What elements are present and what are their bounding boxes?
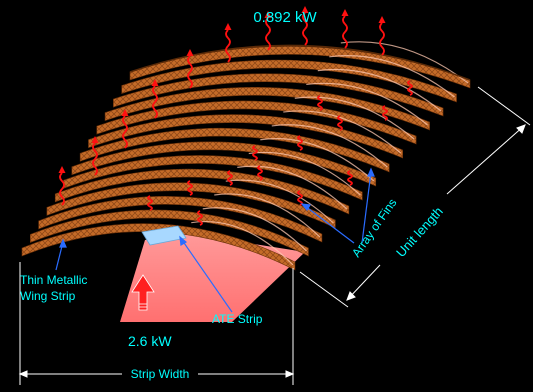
fins-pointer-2 [304,205,355,244]
heat-flux-arrow [227,170,233,186]
heat-flux-arrow [147,195,153,211]
wing-strip-label-line2: Wing Strip [20,289,76,303]
heat-flux-arrowhead [91,136,99,143]
fin-highlight [237,165,348,210]
fin-band [88,114,403,159]
fin-highlight [191,221,294,266]
strip-width-label: Strip Width [131,367,190,381]
heat-flux-arrow [265,17,271,51]
fin-highlight [294,96,415,140]
fin-highlight [225,179,334,224]
wing-strip-pointer-head [59,238,67,248]
dimension-lines [18,86,531,385]
heat-input-label: 2.6 kW [128,333,172,349]
heat-flux-arrowhead [264,11,272,18]
pointer-lines [55,167,375,313]
heat-flux-arrowhead [151,79,159,86]
heat-output-label: 0.892 kW [253,9,317,26]
fins-pointer-1 [361,171,372,244]
fin-band [129,46,471,89]
unit-length-upper-tick [477,86,531,126]
heat-flux-arrowhead [58,166,66,173]
unit-length-line-upper [446,124,526,195]
fin-highlight [329,55,455,98]
fin-band [46,182,336,229]
heat-flux-arrow [187,180,193,196]
fin-band [96,100,417,145]
heat-flux-arrow [297,190,303,206]
heat-flux-arrow [152,85,158,119]
fin-band [30,209,309,257]
fin-band [79,127,390,173]
heat-flux-arrowhead [301,6,309,13]
heat-flux-arrow [92,142,98,176]
heat-flux-arrow [337,115,343,131]
ate-strip-pointer [181,239,233,313]
unit-length-lower-tick [299,271,349,308]
heat-flux-arrow [197,210,203,226]
fin-band [38,196,323,243]
heat-flux-arrowhead [341,9,349,16]
heat-flux-arrow [342,15,348,49]
heat-flux-arrow [122,115,128,149]
fin-highlight [340,41,469,84]
fin-highlight [260,138,375,182]
heat-flux-arrow [302,12,308,46]
wing-strip-label-line1: Thin Metallic [20,273,87,287]
heat-flux-arrow [252,145,258,161]
heat-flux-arrow [317,95,323,111]
heat-flux-arrowhead [186,49,194,56]
heat-flux-arrow [257,165,263,181]
fin-band [21,223,296,271]
fin-highlight [271,124,388,168]
fin-band [104,86,430,131]
fin-band [71,141,377,187]
heat-flux-arrow [225,29,231,63]
wing-top-edge [129,44,471,81]
fin-highlight [202,207,307,252]
fin-highlight [283,110,402,154]
unit-length-label: Unit length [393,204,446,260]
fin-band [121,59,457,103]
heat-flux-arrow [297,135,303,151]
fins-pointer-1-head [367,167,375,177]
fin-highlight [306,82,428,126]
heat-flux-arrowhead [378,16,386,23]
fin-band [63,155,363,201]
heat-flux-arrow [59,172,65,206]
ate-strip-pointer-head [179,235,188,246]
fin-band [113,73,444,117]
fins-pointer-2-head [300,203,311,212]
heat-flux-arrow [382,105,388,121]
heat-flux-arrow [187,55,193,89]
heat-flux-arrows [58,6,413,226]
heat-input-arrow [131,274,155,311]
fin-highlight [214,193,321,238]
heat-beam [120,232,305,322]
ate-strip-label: ATE Strip [212,312,263,326]
heat-flux-arrow [379,22,385,56]
heat-flux-arrow [347,170,353,186]
fin-highlight [317,68,442,112]
ate-strip-block [141,225,187,246]
fin-band [54,168,350,215]
heat-flux-arrowhead [121,109,129,116]
fin-highlight [248,151,361,196]
heat-flux-arrow [407,80,413,96]
array-of-fins [21,41,471,271]
heat-flux-arrowhead [224,23,232,30]
